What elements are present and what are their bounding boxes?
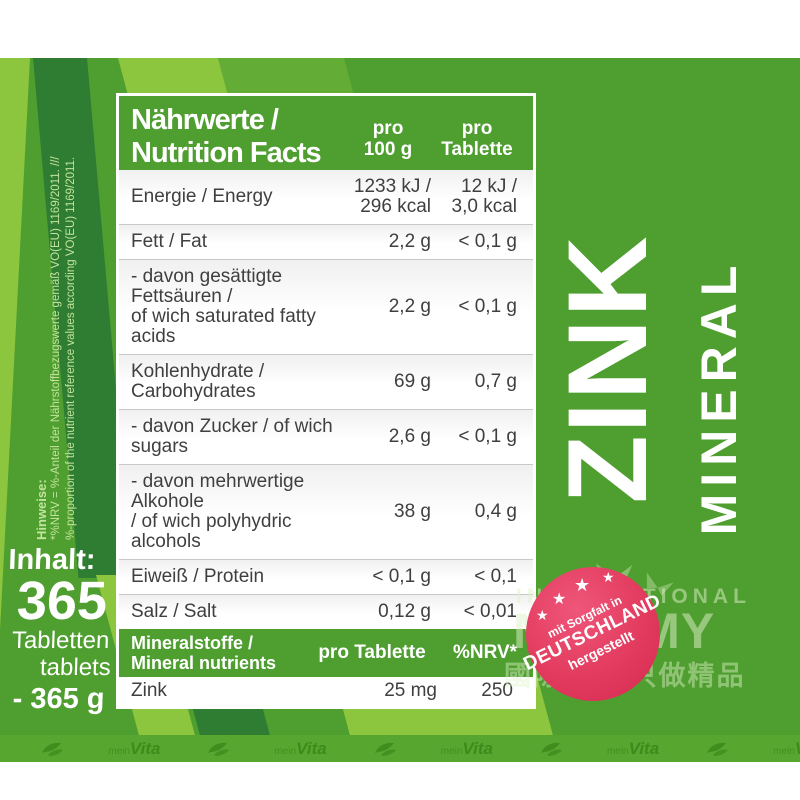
nutrition-title-en: Nutrition Facts	[131, 137, 322, 169]
star-icon: ★	[574, 575, 591, 595]
row-value-per-100g: < 0,1 g	[372, 566, 431, 587]
leaf-icon	[208, 742, 230, 756]
row-name: Kohlenhydrate / Carbohydrates	[131, 361, 265, 402]
made-in-germany-stamp: ★ ★ ★ ★ mit Sorgfalt in DEUTSCHLAND herg…	[520, 567, 664, 701]
brand-logo-item: meinVita	[108, 739, 230, 759]
mineral-per-tablet: 25 mg	[384, 680, 437, 701]
tablet-count: 365	[15, 571, 109, 631]
row-value-per-tablet: < 0,1 g	[458, 426, 517, 447]
side-note-line-en: %-proportion of the nutrient reference v…	[65, 156, 77, 540]
butterfly-icon	[646, 572, 674, 596]
product-category-vertical: MINERAL	[691, 258, 747, 536]
brand-logo-item: meinVita	[773, 739, 800, 759]
row-value-per-tablet: < 0,1 g	[458, 296, 517, 317]
row-value-per-tablet: < 0,01	[463, 601, 517, 622]
net-weight: - 365 g	[12, 683, 106, 715]
nutrition-rows: Energie / Energy 1233 kJ /296 kcal 12 kJ /…	[119, 170, 533, 629]
column-header-per-tablet: pro Tablette	[441, 118, 513, 160]
brand-logo-text: meinVita	[606, 738, 660, 758]
brand-logo-item: meinVita	[0, 739, 64, 759]
row-value-per-tablet: 0,7 g	[474, 371, 517, 392]
row-name: Energie / Energy	[131, 186, 273, 207]
nutrition-table: Nährwerte / Nutrition Facts pro 100 g pr…	[116, 93, 536, 709]
diagonal-stripe-light-top	[118, 58, 228, 94]
row-value-per-tablet: 0,4 g	[474, 501, 517, 522]
star-icon: ★	[552, 591, 567, 608]
leaf-icon	[707, 742, 729, 756]
brand-logo-item: meinVita	[274, 739, 396, 759]
nutrition-title: Nährwerte / Nutrition Facts	[131, 104, 345, 169]
row-value-per-100g: 1233 kJ /296 kcal	[353, 176, 431, 217]
side-note-line-de: *%NRV = %-Anteil der Nährstoffbezugswert…	[50, 156, 62, 540]
row-name: - davon Zucker / of wich sugars	[131, 416, 333, 457]
row-value-per-100g: 2,6 g	[388, 426, 431, 447]
table-row: Kohlenhydrate / Carbohydrates 69 g 0,7 g	[119, 354, 533, 409]
row-value-per-100g: 2,2 g	[388, 296, 431, 317]
content-amount-block: Inhalt: 365 Tabletten tablets - 365 g	[3, 544, 119, 717]
mineral-name: Zink	[131, 680, 167, 701]
table-row: Eiweiß / Protein < 0,1 g < 0,1	[119, 559, 533, 594]
table-row: Salz / Salt 0,12 g < 0,01	[119, 594, 533, 629]
diagonal-stripe-mid-top	[218, 58, 354, 94]
row-name: Salz / Salt	[131, 601, 217, 622]
brand-logo-item: meinVita	[607, 739, 729, 759]
brand-logo-text: meinVita	[773, 739, 800, 758]
row-value-per-tablet: 12 kJ /3,0 kcal	[451, 176, 517, 217]
table-row: Fett / Fat 2,2 g < 0,1 g	[119, 224, 533, 259]
product-name-vertical: ZINK	[545, 234, 670, 504]
row-name: Eiweiß / Protein	[131, 566, 265, 587]
unit-de: Tabletten	[11, 627, 110, 654]
nutrition-table-header: Nährwerte / Nutrition Facts pro 100 g pr…	[119, 96, 533, 170]
table-row: Energie / Energy 1233 kJ /296 kcal 12 kJ /…	[119, 170, 533, 224]
row-name: Fett / Fat	[131, 231, 208, 252]
row-value-per-100g: 2,2 g	[388, 231, 431, 252]
star-icon: ★	[536, 607, 549, 623]
nutrition-title-de: Nährwerte /	[131, 104, 279, 136]
row-value-per-100g: 38 g	[394, 501, 431, 522]
row-value-per-tablet: < 0,1 g	[458, 231, 517, 252]
unit-en: tablets	[39, 654, 112, 681]
green-label-panel: Nährwerte / Nutrition Facts pro 100 g pr…	[0, 58, 800, 762]
brand-logo-item: meinVita	[441, 739, 563, 759]
minerals-title: Mineralstoffe / Mineral nutrients	[131, 633, 277, 673]
mineral-nrv: 250	[481, 680, 513, 701]
side-note-heading: Hinweise:	[34, 479, 49, 540]
table-row: - davon mehrwertige Alkohole / of wich po…	[119, 464, 533, 559]
leaf-icon	[42, 742, 64, 756]
side-note-rotated: Hinweise: *%NRV = %-Anteil der Nährstoff…	[34, 90, 86, 540]
brand-logo-text: meinVita	[108, 738, 161, 758]
leaf-icon	[374, 742, 396, 756]
row-value-per-100g: 69 g	[394, 371, 431, 392]
row-value-per-100g: 0,12 g	[378, 601, 431, 622]
brand-strip: meinVita meinVita meinVita meinVita mein…	[0, 735, 800, 762]
table-row: - davon Zucker / of wich sugars 2,6 g < 0,…	[119, 409, 533, 464]
column-header-per-100g: pro 100 g	[363, 118, 413, 160]
minerals-rows: Zink 25 mg 250	[119, 677, 533, 706]
brand-logo-text: meinVita	[440, 738, 493, 758]
minerals-col-nrv: %NRV*	[452, 642, 518, 663]
minerals-col-per-tablet: pro Tablette	[318, 642, 426, 663]
row-name: - davon mehrwertige Alkohole / of wich po…	[131, 471, 305, 552]
row-value-per-tablet: < 0,1	[474, 566, 517, 587]
brand-logo-text: meinVita	[274, 738, 327, 758]
minerals-header: Mineralstoffe / Mineral nutrients pro Ta…	[119, 629, 533, 677]
table-row: - davon gesättigte Fettsäuren / of wich s…	[119, 259, 533, 354]
star-icon: ★	[602, 569, 615, 585]
mineral-row: Zink 25 mg 250	[119, 677, 533, 706]
row-name: - davon gesättigte Fettsäuren / of wich s…	[131, 266, 316, 347]
leaf-icon	[540, 742, 562, 756]
